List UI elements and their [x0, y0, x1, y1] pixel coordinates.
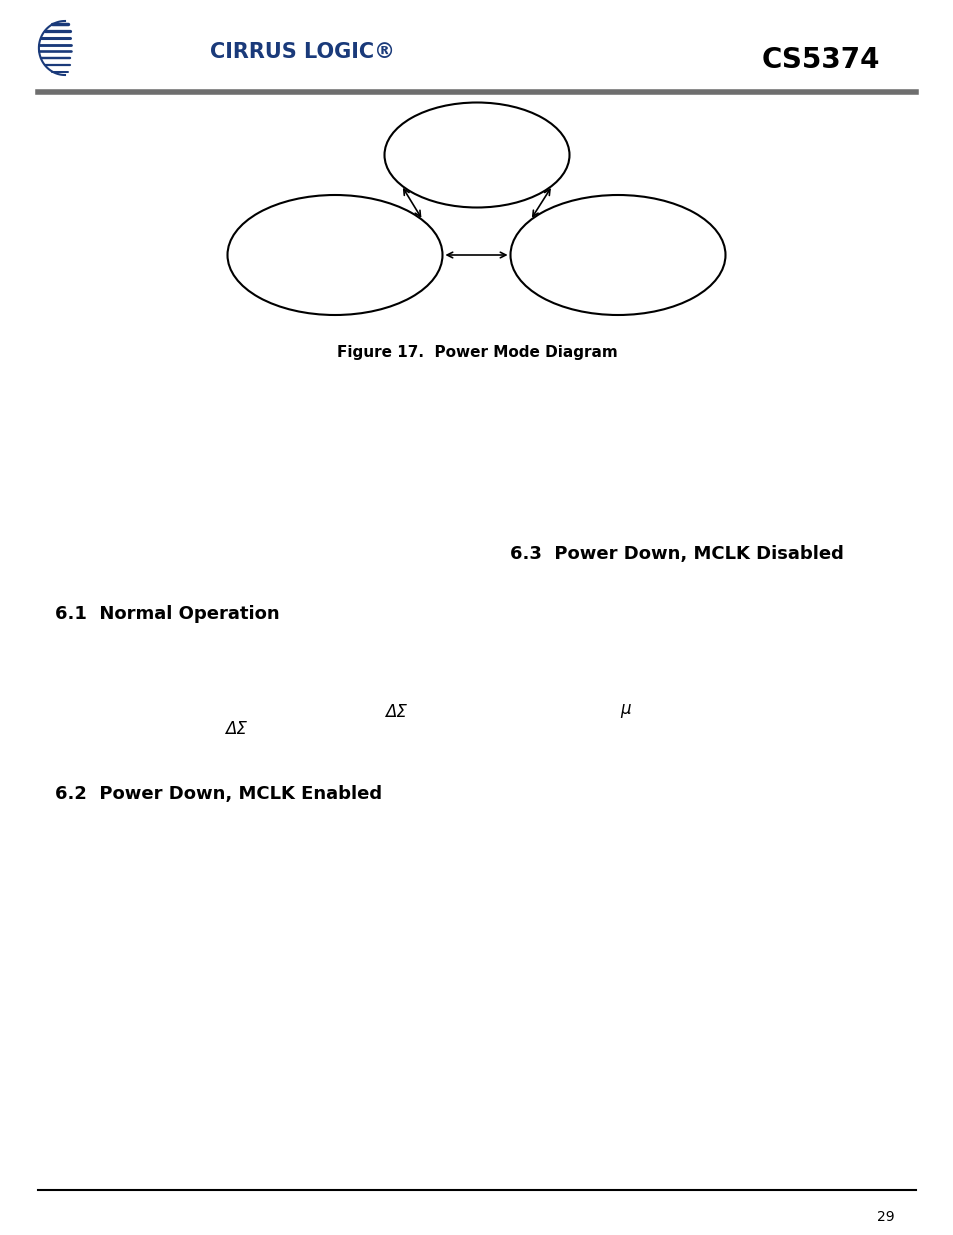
Text: Figure 17.  Power Mode Diagram: Figure 17. Power Mode Diagram	[336, 345, 617, 359]
Text: 29: 29	[877, 1210, 894, 1224]
Text: 6.3  Power Down, MCLK Disabled: 6.3 Power Down, MCLK Disabled	[510, 545, 843, 563]
Text: ΔΣ: ΔΣ	[385, 703, 406, 721]
Text: 6.1  Normal Operation: 6.1 Normal Operation	[55, 605, 279, 622]
Text: μ: μ	[619, 700, 630, 718]
Text: CIRRUS LOGIC®: CIRRUS LOGIC®	[210, 42, 395, 62]
Text: ΔΣ: ΔΣ	[225, 720, 247, 739]
Text: 6.2  Power Down, MCLK Enabled: 6.2 Power Down, MCLK Enabled	[55, 785, 382, 803]
Text: CS5374: CS5374	[760, 46, 879, 74]
